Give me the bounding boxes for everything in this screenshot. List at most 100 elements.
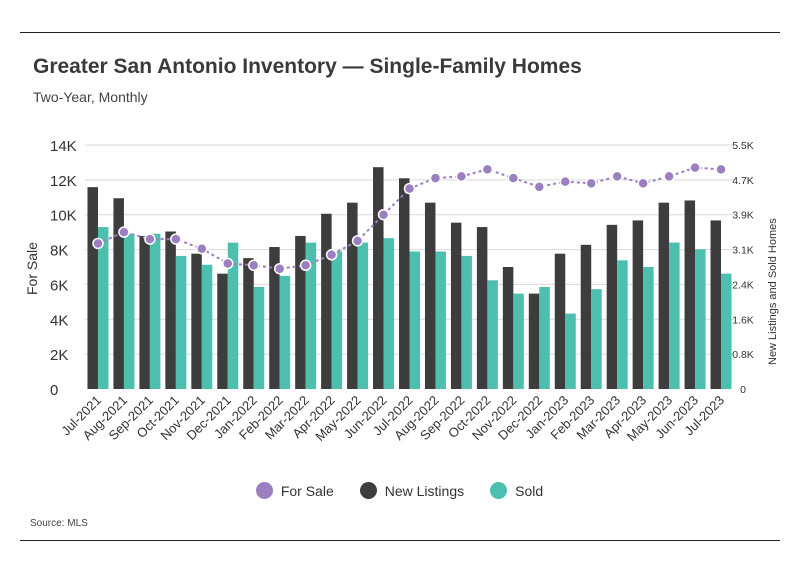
point-for-sale	[247, 259, 260, 272]
bar-sold	[227, 242, 239, 389]
chart-subtitle: Two-Year, Monthly	[33, 89, 148, 105]
bar-sold	[643, 267, 654, 389]
bar-new-listings	[321, 213, 332, 389]
bar-sold	[591, 289, 602, 389]
legend-item-new-listings: New Listings	[359, 482, 465, 499]
right-tick-label: 5.5K	[732, 140, 754, 152]
bar-sold	[383, 238, 395, 389]
right-axis-title: New Listings and Sold Homes	[767, 218, 779, 365]
bottom-rule	[20, 540, 780, 541]
left-tick-label: 8K	[50, 243, 68, 260]
bar-new-listings	[424, 202, 436, 389]
point-for-sale	[403, 182, 416, 195]
bar-new-listings	[139, 235, 150, 389]
point-for-sale	[196, 242, 208, 255]
left-tick-label: 14K	[50, 138, 77, 155]
bar-new-listings	[87, 187, 98, 389]
bar-new-listings	[684, 200, 696, 389]
legend-label-for-sale: For Sale	[280, 482, 334, 499]
bar-new-listings	[373, 167, 384, 389]
point-for-sale	[273, 262, 286, 275]
bar-sold	[539, 286, 550, 389]
point-for-sale	[299, 259, 312, 272]
bar-sold	[331, 251, 343, 389]
point-for-sale	[559, 175, 572, 188]
point-for-sale	[689, 161, 701, 174]
point-for-sale	[481, 163, 494, 176]
bar-sold	[253, 286, 265, 389]
point-for-sale	[118, 226, 130, 238]
point-for-sale	[715, 163, 727, 176]
left-tick-label: 4K	[50, 312, 68, 329]
right-tick-label: 4.7K	[732, 175, 754, 187]
bar-sold	[617, 260, 628, 389]
point-for-sale	[611, 170, 623, 183]
point-for-sale	[222, 257, 234, 270]
bar-new-listings	[528, 293, 540, 389]
chart-title: Greater San Antonio Inventory — Single-F…	[33, 55, 582, 78]
left-axis-title: For Sale	[24, 242, 40, 295]
bar-new-listings	[554, 253, 566, 389]
point-for-sale	[637, 177, 649, 190]
bar-sold	[357, 242, 369, 389]
source-note: Source: MLS	[30, 518, 88, 529]
point-for-sale	[170, 233, 182, 245]
bar-sold	[305, 242, 317, 389]
bar-new-listings	[476, 227, 488, 389]
point-for-sale	[533, 181, 546, 193]
bar-new-listings	[580, 244, 592, 389]
point-for-sale	[663, 170, 675, 183]
left-tick-label: 10K	[50, 208, 77, 225]
point-for-sale	[92, 237, 104, 250]
legend-swatch-for-sale	[255, 482, 273, 499]
bar-new-listings	[295, 235, 306, 389]
legend-label-new-listings: New Listings	[384, 482, 465, 499]
right-tick-label: 3.9K	[732, 210, 754, 222]
point-for-sale	[507, 172, 520, 184]
legend-swatch-new-listings	[359, 482, 377, 499]
point-for-sale	[325, 249, 338, 261]
right-tick-label: 2.4K	[732, 279, 754, 291]
legend-item-for-sale: For Sale	[255, 482, 334, 499]
bar-new-listings	[632, 220, 644, 389]
point-for-sale	[351, 235, 364, 247]
top-rule	[20, 32, 780, 33]
bar-sold	[565, 313, 576, 389]
left-tick-label: 6K	[50, 277, 68, 294]
bar-sold	[487, 280, 498, 389]
bar-new-listings	[658, 202, 670, 389]
bar-new-listings	[710, 220, 722, 389]
left-tick-label: 12K	[50, 173, 77, 190]
bar-new-listings	[450, 222, 462, 389]
legend-item-sold: Sold	[490, 482, 543, 499]
bar-sold	[149, 233, 161, 389]
bar-sold	[695, 249, 706, 389]
right-tick-label: 0	[740, 384, 746, 396]
bar-sold	[123, 233, 135, 389]
chart-legend: For Sale New Listings Sold	[0, 482, 799, 499]
point-for-sale	[585, 177, 597, 190]
bar-sold	[669, 242, 680, 389]
point-for-sale	[455, 170, 468, 183]
left-tick-label: 2K	[50, 347, 68, 364]
bar-sold	[97, 227, 109, 389]
bar-new-listings	[243, 258, 254, 389]
bar-new-listings	[502, 267, 514, 389]
right-tick-label: 0.8K	[732, 349, 754, 361]
right-tick-label: 1.6K	[732, 314, 754, 326]
bar-sold	[461, 255, 472, 389]
bar-sold	[201, 264, 213, 389]
bar-new-listings	[113, 198, 124, 389]
bar-sold	[409, 251, 420, 389]
point-for-sale	[144, 233, 156, 245]
point-for-sale	[429, 172, 442, 184]
bar-new-listings	[217, 273, 228, 389]
bar-sold	[435, 251, 446, 389]
bar-sold	[513, 293, 524, 389]
bar-sold	[175, 255, 187, 389]
bar-new-listings	[269, 247, 280, 389]
left-tick-label: 0	[50, 382, 58, 399]
bar-sold	[279, 275, 291, 389]
legend-swatch-sold	[490, 482, 508, 499]
bar-new-listings	[165, 231, 176, 389]
